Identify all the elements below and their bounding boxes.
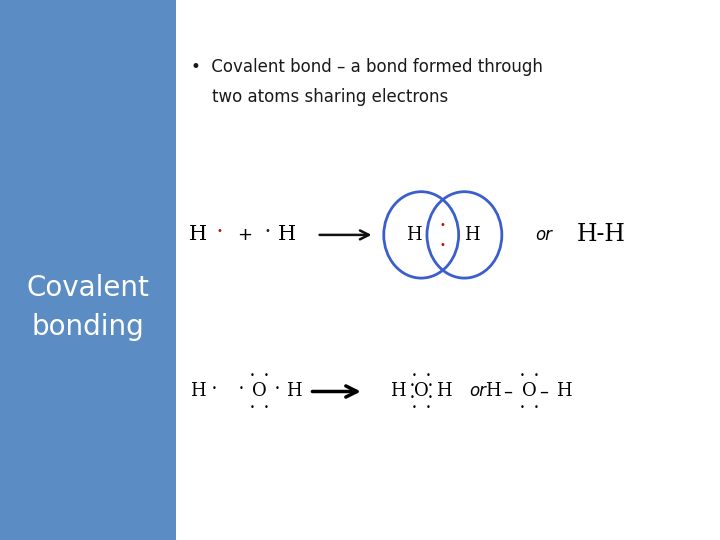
Text: •: •	[520, 371, 524, 380]
Text: •: •	[412, 371, 416, 380]
Text: H: H	[286, 382, 302, 401]
Text: H: H	[190, 382, 206, 401]
Text: H-H: H-H	[577, 224, 626, 246]
Text: O: O	[252, 382, 266, 401]
Text: H: H	[406, 226, 422, 244]
Text: •: •	[534, 371, 539, 380]
Bar	[0, 0, 176, 540]
Text: –: –	[539, 382, 548, 401]
Text: •: •	[426, 371, 431, 380]
Text: •: •	[239, 384, 243, 393]
Text: •: •	[440, 240, 446, 249]
Text: •: •	[520, 403, 524, 412]
Text: H: H	[390, 382, 406, 401]
Text: or: or	[535, 226, 552, 244]
Text: •: •	[275, 384, 279, 393]
Text: Covalent
bonding: Covalent bonding	[27, 274, 150, 341]
Text: H: H	[436, 382, 452, 401]
Text: •: •	[428, 394, 432, 402]
Text: •: •	[264, 403, 269, 412]
Text: •  Covalent bond – a bond formed through: • Covalent bond – a bond formed through	[191, 58, 543, 77]
Text: O: O	[414, 382, 428, 401]
Text: H: H	[464, 226, 480, 244]
Text: H: H	[556, 382, 572, 401]
Text: +: +	[238, 226, 252, 244]
Text: •: •	[410, 394, 415, 402]
Text: •: •	[250, 403, 254, 412]
Text: H: H	[277, 225, 296, 245]
Text: H: H	[485, 382, 501, 401]
Text: •: •	[534, 403, 539, 412]
Text: •: •	[428, 381, 432, 389]
Text: •: •	[412, 403, 416, 412]
Text: –: –	[503, 382, 512, 401]
Text: •: •	[250, 371, 254, 380]
Text: two atoms sharing electrons: two atoms sharing electrons	[191, 88, 448, 106]
Text: or: or	[469, 382, 486, 401]
Text: •: •	[264, 371, 269, 380]
Text: •: •	[265, 226, 271, 235]
Text: •: •	[440, 220, 446, 230]
Text: •: •	[426, 403, 431, 412]
Text: O: O	[522, 382, 536, 401]
Text: H: H	[189, 225, 207, 245]
Text: •: •	[217, 226, 222, 235]
Text: •: •	[212, 384, 216, 393]
Text: •: •	[410, 381, 415, 389]
